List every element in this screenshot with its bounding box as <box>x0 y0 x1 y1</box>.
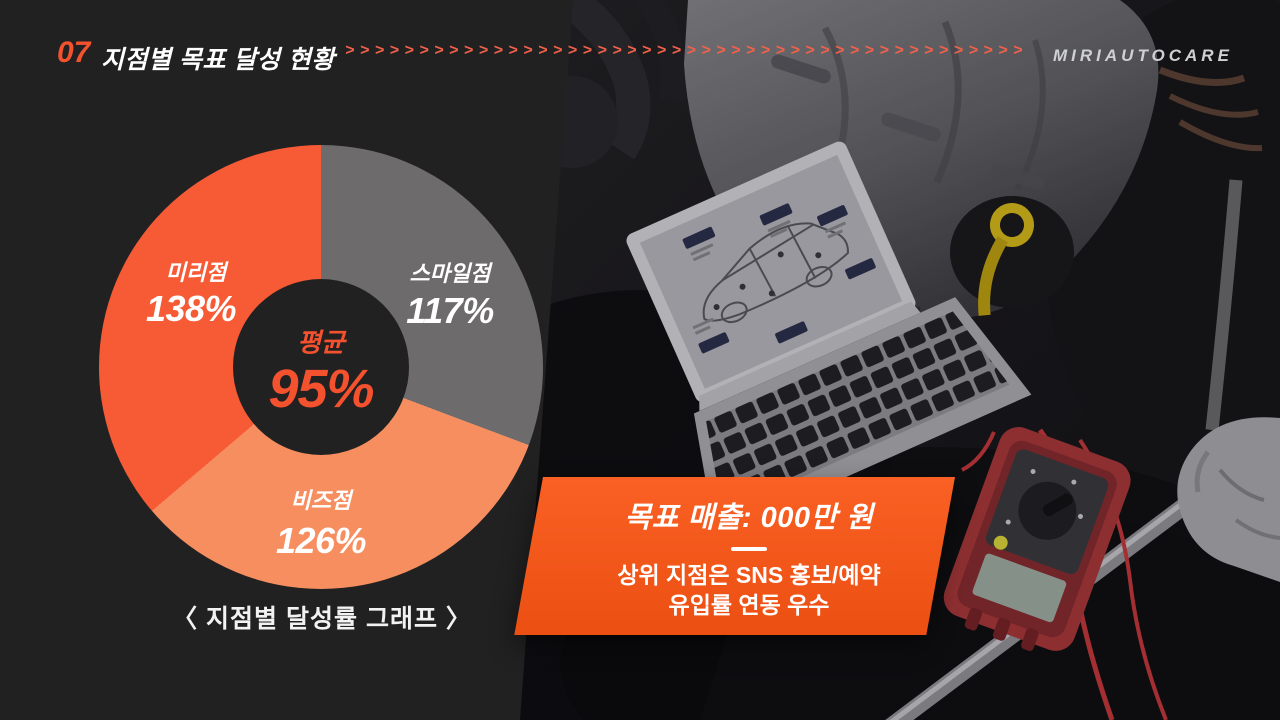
segment-label-miri: 미리점 <box>165 260 227 285</box>
chart-caption: 〈 지점별 달성률 그래프 〉 <box>172 605 472 633</box>
goal-line-2: 유입률 연동 우수 <box>668 592 830 618</box>
glove-illustration <box>1177 417 1280 582</box>
goal-callout-content: 목표 매출: 000만 원 상위 지점은 SNS 홍보/예약 유입률 연동 우수 <box>543 477 955 635</box>
multimeter-illustration <box>943 427 1131 651</box>
laptop-illustration <box>626 141 1032 536</box>
segment-value-biz: 126% <box>275 520 367 561</box>
section-number: 07 <box>57 36 91 69</box>
goal-heading: 목표 매출: 000만 원 <box>624 502 874 534</box>
goal-line-1: 상위 지점은 SNS 홍보/예약 <box>617 562 881 588</box>
chevron-arrows-icon: >>>>>>>>>>>>>>>>>>>>>>>>>>>>>>>>>>>>>>>>… <box>345 42 1028 59</box>
donut-ring <box>99 145 543 589</box>
goal-callout-box: 목표 매출: 000만 원 상위 지점은 SNS 홍보/예약 유입률 연동 우수 <box>514 477 955 635</box>
wiring-harness <box>1158 66 1263 152</box>
laptop-keyboard <box>693 297 1032 536</box>
donut-hole <box>233 279 409 455</box>
segment-value-smile: 117% <box>406 290 494 331</box>
oil-dipstick <box>978 203 1034 316</box>
donut-center-value: 95% <box>268 359 374 419</box>
metal-pipe <box>1205 179 1243 431</box>
page-title: 지점별 목표 달성 현황 <box>101 46 335 74</box>
segment-value-miri: 138% <box>145 288 237 329</box>
donut-center-label: 평균 <box>297 327 345 358</box>
brand-logo: MIRIAUTOCARE <box>1053 46 1233 65</box>
segment-label-biz: 비즈점 <box>290 488 352 513</box>
divider-line <box>731 547 767 551</box>
segment-label-smile: 스마일점 <box>409 261 491 286</box>
